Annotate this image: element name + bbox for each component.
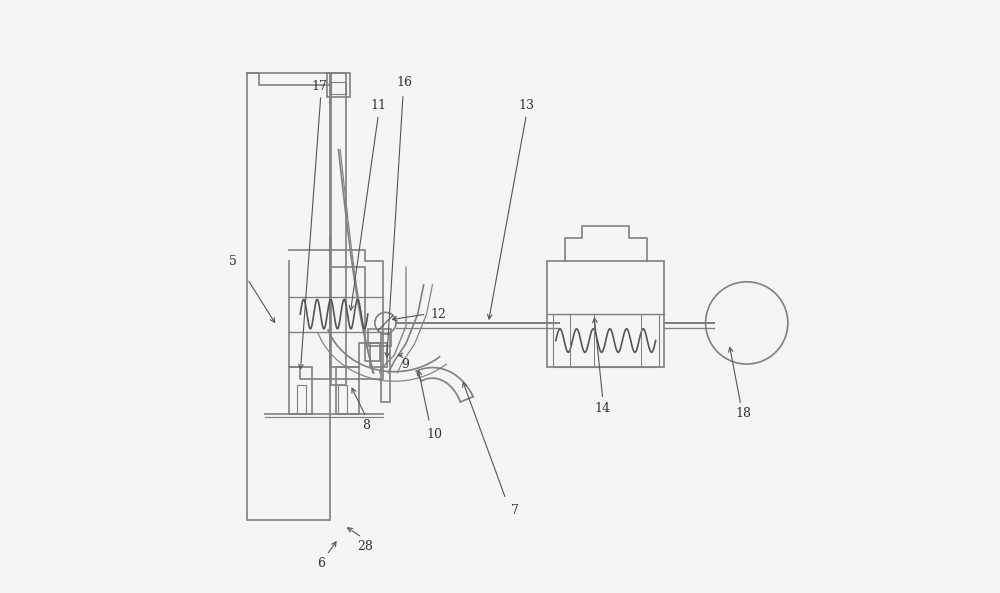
Bar [370,343,387,367]
Text: 6: 6 [317,557,325,570]
Bar [297,385,306,414]
Bar [547,262,664,367]
Bar [553,314,659,367]
Text: 9: 9 [401,358,409,371]
Text: 16: 16 [397,75,413,88]
Bar [338,385,347,414]
Text: 7: 7 [511,505,519,518]
Bar [381,333,390,402]
Text: 18: 18 [736,407,752,420]
Bar [368,329,391,346]
Bar [336,367,359,414]
Text: 12: 12 [430,308,446,321]
Bar [331,82,346,94]
Text: 14: 14 [595,401,611,415]
Text: 5: 5 [229,255,237,268]
Bar [327,74,350,97]
Text: 11: 11 [370,99,386,112]
Text: 10: 10 [426,428,442,441]
Text: 28: 28 [357,540,373,553]
Text: 13: 13 [518,99,534,112]
Text: 17: 17 [311,79,327,93]
Text: 8: 8 [362,419,370,432]
Bar [289,367,312,414]
Bar [331,74,346,385]
